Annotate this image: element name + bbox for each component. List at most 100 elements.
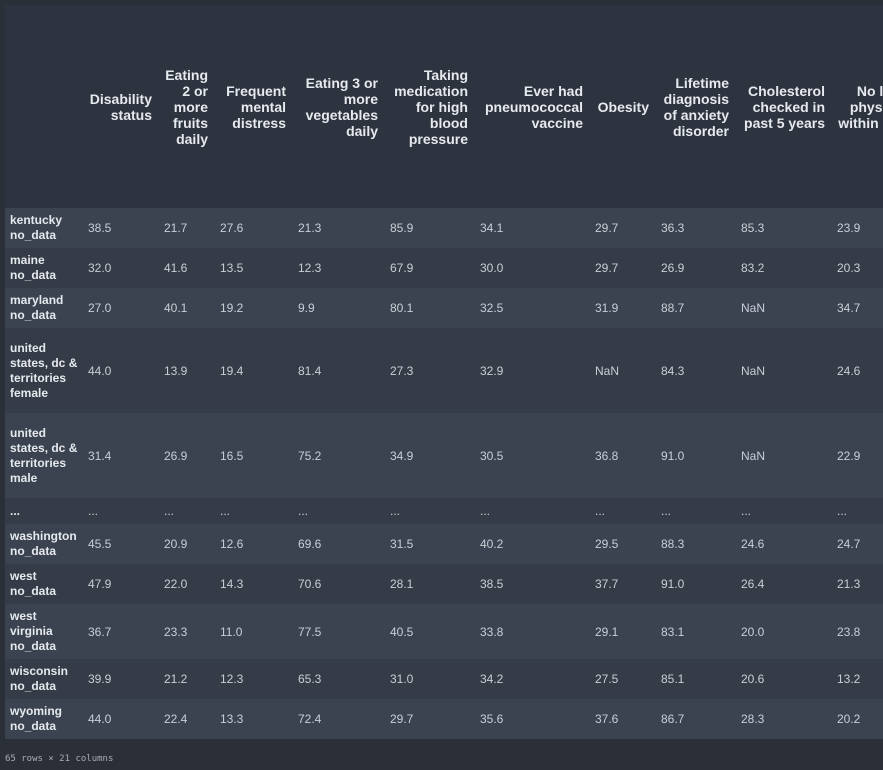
cell: 20.2	[832, 699, 883, 739]
cell: 81.4	[293, 328, 385, 413]
cell: 44.0	[83, 328, 159, 413]
cell: ...	[590, 498, 656, 524]
cell: 13.2	[832, 659, 883, 699]
row-index: west no_data	[5, 564, 83, 604]
cell: 21.3	[832, 564, 883, 604]
cell: NaN	[590, 328, 656, 413]
table: Disability status Eating 2 or more fruits…	[5, 5, 883, 739]
cell: 23.3	[159, 604, 215, 659]
column-header: Eating 3 or more vegetables daily	[293, 5, 385, 208]
table-row: united states, dc & territories male 31.4 2…	[5, 413, 883, 498]
cell: 13.3	[215, 699, 293, 739]
table-row: kentucky no_data 38.5 21.7 27.6 21.3 85.9 34.1 2…	[5, 208, 883, 248]
cell: 67.9	[385, 248, 475, 288]
row-index: maine no_data	[5, 248, 83, 288]
cell: 22.0	[159, 564, 215, 604]
cell: 84.3	[656, 328, 736, 413]
cell: 35.6	[475, 699, 590, 739]
cell: 20.9	[159, 524, 215, 564]
index-label: maryland	[10, 293, 64, 307]
cell: 26.4	[736, 564, 832, 604]
row-index: united states, dc & territories male	[5, 413, 83, 498]
cell: 34.2	[475, 659, 590, 699]
index-label: ...	[10, 503, 21, 518]
cell: 29.7	[385, 699, 475, 739]
cell: ...	[215, 498, 293, 524]
cell: 29.7	[590, 248, 656, 288]
cell: 23.9	[832, 208, 883, 248]
cell: 75.2	[293, 413, 385, 498]
index-label: west	[10, 569, 37, 583]
cell: 20.6	[736, 659, 832, 699]
cell: 72.4	[293, 699, 385, 739]
cell: NaN	[736, 328, 832, 413]
cell: 12.3	[293, 248, 385, 288]
index-label: no_data	[10, 584, 57, 598]
row-index: wyoming no_data	[5, 699, 83, 739]
index-label: male	[10, 470, 38, 485]
cell: 28.1	[385, 564, 475, 604]
table-row: maine no_data 32.0 41.6 13.5 12.3 67.9 30.0 29.7…	[5, 248, 883, 288]
cell: 80.1	[385, 288, 475, 328]
cell: 33.8	[475, 604, 590, 659]
row-index: washington no_data	[5, 524, 83, 564]
index-header	[5, 5, 83, 208]
cell: ...	[159, 498, 215, 524]
cell: 27.0	[83, 288, 159, 328]
table-row: wisconsin no_data 39.9 21.2 12.3 65.3 31.0 34.2…	[5, 659, 883, 699]
column-header: Obesity	[590, 5, 656, 208]
index-label: no_data	[10, 544, 57, 558]
cell: NaN	[736, 413, 832, 498]
cell: 88.7	[656, 288, 736, 328]
index-label: kentucky	[10, 213, 63, 227]
column-header: Disability status	[83, 5, 159, 208]
cell: 83.2	[736, 248, 832, 288]
table-row: washington no_data 45.5 20.9 12.6 69.6 31.5 40.…	[5, 524, 883, 564]
cell: 34.7	[832, 288, 883, 328]
column-header: Taking medication for high blood pressur…	[385, 5, 475, 208]
column-header: Cholesterol checked in past 5 years	[736, 5, 832, 208]
index-label: wisconsin	[10, 664, 69, 678]
cell: 65.3	[293, 659, 385, 699]
cell: 13.9	[159, 328, 215, 413]
table-row: wyoming no_data 44.0 22.4 13.3 72.4 29.7 35.6 37…	[5, 699, 883, 739]
index-label: no_data	[10, 639, 57, 653]
cell: 85.1	[656, 659, 736, 699]
header-row: Disability status Eating 2 or more fruits…	[5, 5, 883, 208]
cell: 23.8	[832, 604, 883, 659]
cell: 16.5	[215, 413, 293, 498]
index-label: no_data	[10, 268, 57, 282]
cell: 27.5	[590, 659, 656, 699]
column-header: Ever had pneumococcal vaccine	[475, 5, 590, 208]
cell: 39.9	[83, 659, 159, 699]
cell: 44.0	[83, 699, 159, 739]
cell: 38.5	[475, 564, 590, 604]
index-label: maine	[10, 253, 45, 267]
cell: 45.5	[83, 524, 159, 564]
cell: 20.3	[832, 248, 883, 288]
cell: 21.2	[159, 659, 215, 699]
cell: 83.1	[656, 604, 736, 659]
table-row: west no_data 47.9 22.0 14.3 70.6 28.1 38.5 37.7 9…	[5, 564, 883, 604]
index-label: united states, dc & territories	[10, 425, 78, 470]
column-header: Frequent mental distress	[215, 5, 293, 208]
cell: 29.5	[590, 524, 656, 564]
index-label: wyoming	[10, 704, 63, 718]
cell: 20.0	[736, 604, 832, 659]
cell: 85.9	[385, 208, 475, 248]
cell: 27.3	[385, 328, 475, 413]
cell: 30.5	[475, 413, 590, 498]
cell: 26.9	[656, 248, 736, 288]
cell: 36.3	[656, 208, 736, 248]
cell: 19.4	[215, 328, 293, 413]
cell: 31.9	[590, 288, 656, 328]
cell: 85.3	[736, 208, 832, 248]
index-label: no_data	[10, 228, 57, 242]
cell: 24.7	[832, 524, 883, 564]
index-label: no_data	[10, 679, 57, 693]
cell: 32.5	[475, 288, 590, 328]
cell: 19.2	[215, 288, 293, 328]
table-row: .................................	[5, 498, 883, 524]
footer: 65 rows × 21 columns	[5, 754, 114, 764]
